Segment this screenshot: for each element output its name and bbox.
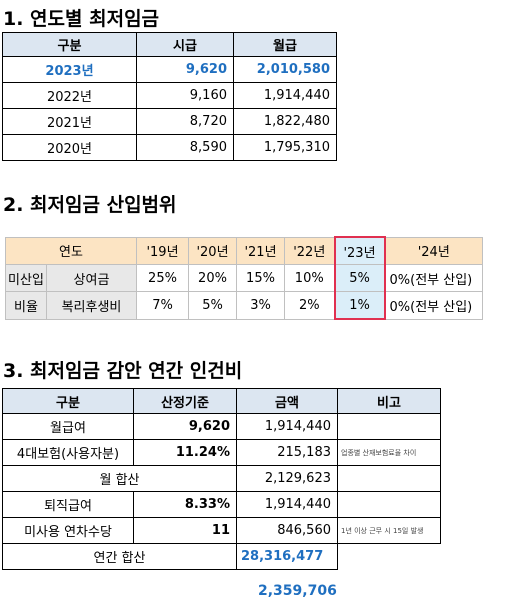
bonus-19: 25% [136,264,189,292]
note-cell [337,543,441,570]
table-row: 월급여 9,620 1,914,440 [2,413,441,440]
label-cell: 월급여 [2,413,134,440]
table-row: 2022년 9,160 1,914,440 [2,82,337,109]
year-24: '24년 [384,236,483,265]
col-header-note: 비고 [337,388,441,414]
bonus-24: 0%(전부 산입) [384,264,483,292]
bonus-22: 10% [284,264,335,292]
year-cell: 2020년 [2,134,137,161]
basis-cell: 8.33% [133,491,237,518]
amount-cell: 215,183 [236,439,338,466]
hourly-cell: 8,590 [136,134,234,161]
annual-sum-label: 연간 합산 [2,543,237,570]
monthly-cell: 1,914,440 [233,82,337,109]
section3-title: 3. 최저임금 감안 연간 인건비 [3,360,243,382]
table-row: 연간 합산 28,316,477 [2,543,441,570]
year-header: 연도 [5,236,137,265]
year-cell: 2022년 [2,82,137,109]
monthly-average-value: 2,359,706 [258,583,337,599]
amount-cell: 846,560 [236,517,338,544]
table-row: 미사용 연차수당 11 846,560 1년 이상 근무 시 15일 발생 [2,517,441,544]
label-cell: 미사용 연차수당 [2,517,134,544]
min-wage-by-year-table: 구분 시급 월급 2023년 9,620 2,010,580 2022년 9,1… [2,32,337,161]
col-header-amount: 금액 [236,388,338,414]
col-header-category: 구분 [2,388,134,414]
monthly-sum-value: 2,129,623 [236,465,338,492]
monthly-cell: 1,822,480 [233,108,337,135]
note-cell [337,413,441,440]
hourly-cell: 9,160 [136,82,234,109]
monthly-cell: 1,795,310 [233,134,337,161]
welfare-label: 복리후생비 [46,291,137,320]
label-cell: 4대보험(사용자분) [2,439,134,466]
hourly-cell: 9,620 [136,56,234,83]
section1-title: 1. 연도별 최저임금 [3,8,160,30]
basis-cell: 11.24% [133,439,237,466]
year-19: '19년 [136,236,189,265]
year-23-highlight: '23년 [333,236,386,265]
year-20: '20년 [188,236,237,265]
year-21: '21년 [236,236,285,265]
col-header-basis: 산정기준 [133,388,237,414]
label-cell: 퇴직급여 [2,491,134,518]
table-row: 월 합산 2,129,623 [2,465,441,492]
hourly-cell: 8,720 [136,108,234,135]
welfare-23: 1% [333,291,386,320]
bonus-20: 20% [188,264,237,292]
monthly-sum-label: 월 합산 [2,465,237,492]
welfare-24: 0%(전부 산입) [384,291,483,320]
welfare-21: 3% [236,291,285,320]
inclusion-range-table: 연도 '19년 '20년 '21년 '22년 '23년 '24년 미산입 상여금… [5,236,483,320]
bonus-21: 15% [236,264,285,292]
year-cell: 2021년 [2,108,137,135]
note-cell: 1년 이상 근무 시 15일 발생 [337,517,441,544]
monthly-cell: 2,010,580 [233,56,337,83]
col-header-monthly: 월급 [233,32,337,57]
note-cell [337,465,441,492]
welfare-22: 2% [284,291,335,320]
note-cell [337,491,441,518]
note-cell: 업종별 산재보험료율 차이 [337,439,441,466]
year-22: '22년 [284,236,335,265]
basis-cell: 9,620 [133,413,237,440]
section2-title: 2. 최저임금 산입범위 [3,194,177,216]
welfare-19: 7% [136,291,189,320]
annual-labor-cost-table: 구분 산정기준 금액 비고 월급여 9,620 1,914,440 4대보험(사… [2,388,441,570]
table-row: 2021년 8,720 1,822,480 [2,108,337,135]
annual-sum-value: 28,316,477 [236,543,338,570]
welfare-20: 5% [188,291,237,320]
bonus-23: 5% [333,264,386,292]
basis-cell: 11 [133,517,237,544]
group-label-line1: 미산입 [5,264,47,292]
amount-cell: 1,914,440 [236,413,338,440]
bonus-label: 상여금 [46,264,137,292]
amount-cell: 1,914,440 [236,491,338,518]
table-row: 4대보험(사용자분) 11.24% 215,183 업종별 산재보험료율 차이 [2,439,441,466]
group-label-line2: 비율 [5,291,47,320]
table-row: 퇴직급여 8.33% 1,914,440 [2,491,441,518]
table-row: 2023년 9,620 2,010,580 [2,56,337,83]
table-row: 2020년 8,590 1,795,310 [2,134,337,161]
year-cell: 2023년 [2,56,137,83]
col-header-hourly: 시급 [136,32,234,57]
col-header-category: 구분 [2,32,137,57]
